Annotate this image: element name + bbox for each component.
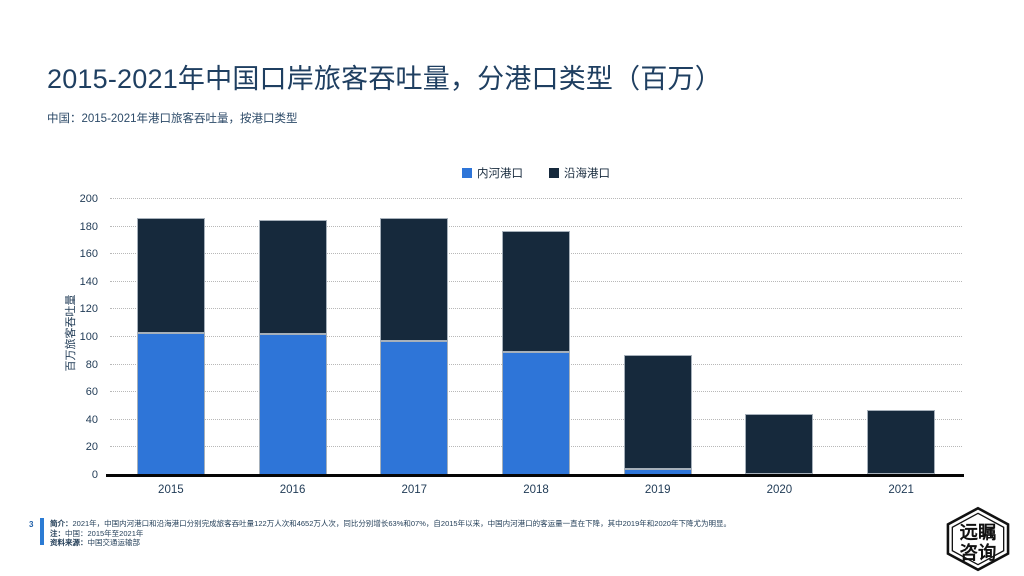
y-axis-labels: 0 20 40 60 80 100 120 140 160 180 200 — [0, 193, 98, 481]
bar-segment-内河港口-2016 — [258, 334, 327, 475]
x-tick-label: 2016 — [279, 484, 306, 496]
y-tick-label: 140 — [79, 275, 98, 288]
legend-item-coastal: 沿海港口 — [549, 165, 610, 181]
footnote-intro: 简介：2021年，中国内河港口和沿海港口分别完成旅客吞吐量122万人次和4652… — [50, 519, 930, 529]
bar-segment-内河港口-2017 — [380, 341, 449, 475]
bar-segment-沿海港口-2021 — [867, 410, 936, 474]
x-axis-labels: 2015 2016 2017 2018 2019 2020 2021 — [110, 484, 962, 500]
y-tick-label: 20 — [85, 441, 98, 454]
legend-marker-coastal-icon — [549, 168, 559, 178]
bar-segment-沿海港口-2017 — [380, 218, 449, 342]
logo-hexagon-outer — [946, 506, 1010, 572]
footnote-note-text: 中国：2015年至2021年 — [65, 528, 144, 538]
x-tick-label: 2015 — [158, 484, 184, 496]
footnote-source: 资料来源：中国交通运输部 — [50, 538, 930, 548]
footnote-intro-label: 简介： — [50, 519, 73, 528]
logo-text-row1: 远瞩 — [960, 522, 997, 542]
y-tick-label: 80 — [85, 358, 98, 371]
footer-accent-bar — [40, 518, 44, 545]
bar-segment-沿海港口-2019 — [623, 354, 692, 470]
x-axis-line — [106, 474, 964, 477]
y-tick-label: 60 — [85, 386, 98, 399]
bar-segment-沿海港口-2016 — [258, 219, 327, 335]
footnote-source-text: 中国交通运输部 — [87, 538, 141, 548]
y-tick-label: 180 — [79, 220, 98, 233]
footnote-intro-text: 2021年，中国内河港口和沿海港口分别完成旅客吞吐量122万人次和4652万人次… — [72, 519, 731, 528]
y-tick-label: 40 — [85, 413, 98, 426]
x-tick-label: 2017 — [401, 484, 428, 496]
legend-label-coastal: 沿海港口 — [564, 168, 610, 180]
bar-segment-沿海港口-2015 — [136, 218, 205, 333]
logo-hexagon-inner — [951, 512, 1005, 566]
footnote-note: 注：中国：2015年至2021年 — [50, 529, 930, 539]
x-tick-label: 2019 — [644, 484, 671, 496]
gridline — [110, 225, 962, 227]
legend-item-inland: 内河港口 — [462, 165, 523, 181]
y-tick-label: 200 — [79, 193, 98, 205]
legend-marker-inland-icon — [462, 168, 472, 178]
bar-segment-内河港口-2018 — [502, 352, 570, 475]
footnote-source-label: 资料来源： — [50, 538, 88, 548]
x-tick-label: 2021 — [888, 484, 914, 496]
footnote-note-label: 注： — [50, 528, 65, 538]
footnotes: 简介：2021年，中国内河港口和沿海港口分别完成旅客吞吐量122万人次和4652… — [50, 519, 930, 548]
chart-legend: 内河港口 沿海港口 — [110, 165, 962, 181]
logo-text-row2: 咨询 — [960, 542, 997, 563]
bar-segment-沿海港口-2020 — [745, 414, 814, 474]
bar-segment-内河港口-2015 — [136, 332, 205, 475]
plot-area — [110, 198, 962, 475]
x-tick-label: 2018 — [523, 484, 549, 496]
company-logo: 远瞩 咨询 — [946, 506, 1010, 572]
y-tick-label: 160 — [79, 248, 98, 261]
x-tick-label: 2020 — [766, 484, 793, 496]
y-tick-label: 100 — [79, 331, 98, 343]
y-tick-label: 120 — [79, 303, 98, 316]
page-number: 3 — [29, 520, 34, 529]
page-subtitle: 中国：2015-2021年港口旅客吞吐量，按港口类型 — [47, 113, 298, 125]
page-title: 2015-2021年中国口岸旅客吞吐量，分港口类型（百万） — [47, 64, 722, 94]
legend-label-inland: 内河港口 — [477, 168, 523, 180]
gridline — [110, 198, 962, 199]
bar-segment-沿海港口-2018 — [502, 230, 570, 353]
y-tick-label: 0 — [91, 469, 98, 481]
